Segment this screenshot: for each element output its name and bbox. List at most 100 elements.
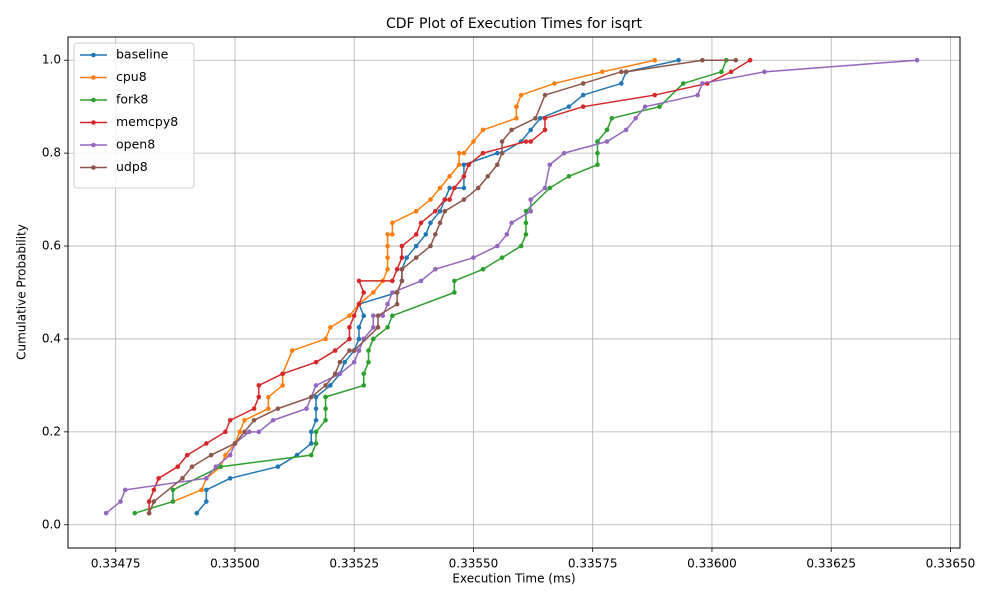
data-point — [146, 510, 152, 516]
data-point — [132, 510, 138, 516]
data-point — [366, 359, 371, 365]
data-point — [242, 417, 247, 423]
data-point — [480, 150, 486, 156]
data-point — [337, 359, 343, 365]
y-tick-label: 0.8 — [42, 146, 61, 160]
data-point — [413, 208, 419, 214]
data-point — [313, 359, 319, 365]
data-point — [728, 69, 734, 75]
data-point — [256, 429, 262, 435]
data-point — [399, 255, 405, 260]
data-point — [399, 266, 405, 272]
data-point — [270, 417, 276, 423]
data-point — [528, 139, 533, 144]
data-point — [518, 243, 524, 249]
data-point — [619, 81, 624, 86]
legend-label: baseline — [116, 47, 169, 62]
data-point — [428, 197, 433, 202]
data-point — [313, 394, 319, 400]
x-tick-label: 0.33475 — [91, 557, 141, 571]
data-point — [227, 417, 233, 423]
data-point — [466, 162, 471, 168]
data-point — [204, 487, 209, 493]
data-point — [218, 464, 223, 470]
plot-frame — [67, 36, 961, 549]
data-point — [456, 150, 462, 156]
data-point — [208, 452, 214, 458]
data-point — [375, 313, 381, 319]
series-line — [105, 59, 918, 514]
legend-item: udp8 — [80, 159, 148, 174]
legend-item: baseline — [80, 47, 169, 62]
data-point — [914, 57, 920, 63]
data-point — [471, 255, 476, 260]
legend-marker — [91, 97, 96, 103]
data-point — [537, 116, 543, 121]
data-point — [642, 104, 648, 109]
data-point — [413, 232, 419, 237]
data-point — [652, 57, 658, 63]
data-point — [399, 278, 405, 284]
data-point — [700, 57, 705, 63]
data-point — [313, 429, 319, 435]
x-tick-label: 0.33600 — [687, 557, 737, 571]
data-point — [337, 371, 343, 377]
data-point — [170, 487, 176, 493]
series-udp8 — [146, 57, 739, 516]
data-point — [528, 208, 533, 214]
data-point — [499, 255, 505, 260]
data-point — [227, 452, 233, 458]
x-tick-label: 0.33575 — [568, 557, 618, 571]
y-axis-title: Cumulative Probability — [15, 224, 29, 360]
data-point — [323, 394, 328, 400]
series-memcpy8 — [146, 57, 753, 516]
data-point — [509, 127, 514, 133]
data-point — [175, 464, 181, 470]
legend-label: memcpy8 — [116, 114, 178, 129]
data-point — [280, 383, 285, 388]
data-point — [452, 290, 457, 295]
data-point — [447, 197, 452, 202]
data-point — [447, 174, 452, 179]
data-point — [733, 57, 739, 63]
x-tick-label: 0.33650 — [926, 557, 976, 571]
legend-label: fork8 — [116, 92, 148, 107]
data-point — [390, 232, 395, 237]
legend-label: udp8 — [116, 159, 148, 174]
series-line — [172, 59, 655, 503]
data-point — [328, 383, 333, 388]
data-point — [542, 185, 548, 191]
data-point — [518, 92, 524, 98]
data-point — [437, 220, 443, 226]
data-point — [700, 81, 705, 86]
data-point — [385, 232, 390, 237]
x-tick-label: 0.33550 — [449, 557, 499, 571]
data-point — [499, 139, 505, 144]
data-point — [390, 313, 395, 319]
data-point — [194, 510, 200, 516]
data-point — [251, 417, 257, 423]
y-tick-label: 0.2 — [42, 424, 61, 438]
legend-marker — [91, 75, 96, 80]
data-point — [495, 243, 500, 249]
data-point — [681, 81, 686, 86]
data-point — [542, 92, 548, 98]
data-point — [356, 301, 362, 307]
data-point — [347, 313, 352, 319]
data-point — [418, 278, 424, 284]
data-point — [413, 255, 419, 260]
legend-marker — [91, 52, 96, 58]
x-tick-label: 0.33625 — [806, 557, 856, 571]
data-point — [452, 278, 457, 284]
data-point — [385, 325, 390, 330]
data-point — [189, 464, 195, 470]
data-point — [242, 429, 247, 435]
legend-item: fork8 — [80, 92, 148, 107]
data-point — [385, 301, 390, 307]
data-point — [370, 325, 376, 330]
legend-item: memcpy8 — [80, 114, 178, 129]
data-point — [347, 348, 352, 353]
data-point — [561, 150, 567, 156]
data-point — [442, 208, 448, 214]
data-point — [308, 441, 314, 446]
